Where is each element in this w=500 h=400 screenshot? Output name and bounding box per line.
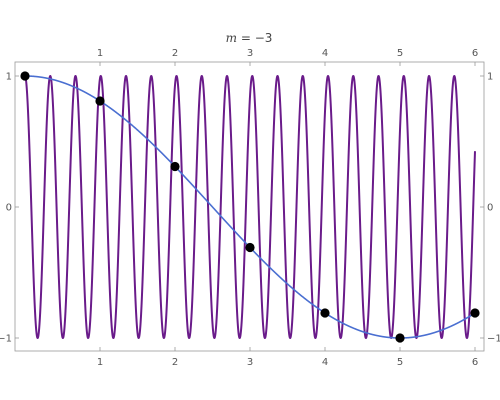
chart-title-value: −3 [255,31,273,45]
chart-title-separator: = [237,31,255,45]
y-tick-label-right-1: 0 [487,203,493,214]
x-tick-label-bottom-5: 5 [397,357,403,368]
x-tick-label-top-1: 1 [97,48,103,59]
x-tick-label-bottom-2: 2 [172,357,178,368]
data-point-0 [20,71,30,81]
x-tick-label-bottom-1: 1 [97,357,103,368]
y-tick-label-right-2: 1 [487,72,493,83]
y-tick-label-left-2: 1 [6,72,12,83]
data-point-1 [95,96,105,106]
x-tick-label-top-4: 4 [322,48,328,59]
data-point-6 [470,308,480,318]
y-tick-label-right-0: −1 [487,334,500,345]
axis-layer: 1 1 2 2 3 3 4 4 5 5 6 6 −1 −1 0 0 1 1 [0,48,500,368]
x-tick-label-bottom-3: 3 [247,357,253,368]
data-point-2 [170,161,180,172]
data-point-3 [245,242,255,253]
plot-frame [14,61,485,352]
data-point-5 [395,333,405,343]
x-tick-label-bottom-6: 6 [472,357,478,368]
oscillating-curve [24,75,476,339]
y-tick-label-left-1: 0 [6,203,12,214]
chart-title-variable: m [226,31,237,45]
x-tick-label-top-3: 3 [247,48,253,59]
series-layer [20,71,480,343]
x-tick-label-bottom-4: 4 [322,357,328,368]
x-tick-label-top-2: 2 [172,48,178,59]
y-tick-label-left-0: −1 [0,334,12,345]
x-tick-label-top-5: 5 [397,48,403,59]
chart-title: m = −3 [226,31,273,45]
x-tick-label-top-6: 6 [472,48,478,59]
data-point-4 [320,308,330,318]
